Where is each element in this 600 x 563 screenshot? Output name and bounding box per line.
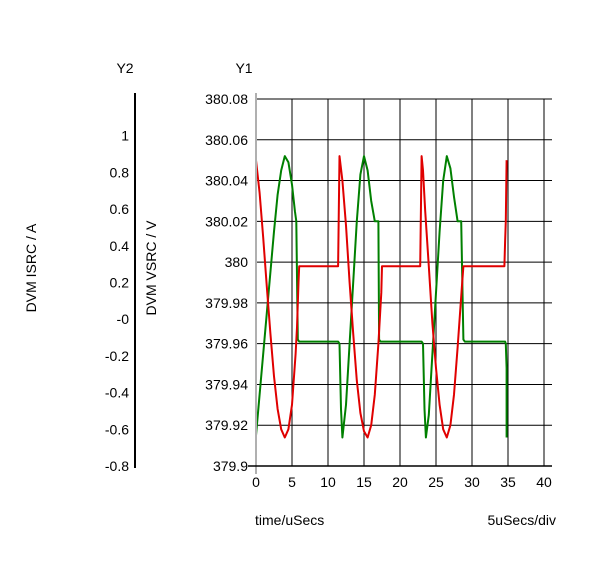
y1-tick-label: 380.04 xyxy=(205,173,248,189)
y2-tick-label: 0.4 xyxy=(110,238,130,254)
y1-tick-label: 379.94 xyxy=(205,376,248,392)
y2-axis-header: Y2 xyxy=(116,60,133,76)
y2-tick-label: -0.2 xyxy=(105,348,129,364)
series-line-1 xyxy=(255,155,508,439)
y2-tick-label: 0.2 xyxy=(110,275,130,291)
y2-tick-label: -0 xyxy=(117,311,130,327)
y1-tick-label: 380.06 xyxy=(205,132,248,148)
x-tick-label: 25 xyxy=(428,474,444,490)
x-tick-label: 10 xyxy=(320,474,336,490)
y2-tick-label: -0.6 xyxy=(105,421,129,437)
x-scale-note: 5uSecs/div xyxy=(488,512,556,528)
y1-tick-label: 379.98 xyxy=(205,295,248,311)
series-layer xyxy=(255,155,508,439)
y1-tick-label: 379.92 xyxy=(205,417,248,433)
y2-axis-label: DVM ISRC / A xyxy=(23,223,39,312)
y1-axis-label: DVM VSRC / V xyxy=(143,220,159,316)
y2-tick-label: 0.6 xyxy=(110,201,130,217)
y2-tick-label: 1 xyxy=(121,128,129,144)
y2-tick-label: 0.8 xyxy=(110,164,130,180)
y2-tick-labels: 1 0.8 0.6 0.4 0.2 -0 -0.2 -0.4 -0.6 -0.8 xyxy=(105,128,129,474)
y2-tick-label: -0.4 xyxy=(105,385,129,401)
x-tick-label: 40 xyxy=(536,474,552,490)
x-tick-label: 35 xyxy=(500,474,516,490)
x-tick-label: 30 xyxy=(464,474,480,490)
y1-tick-label: 380.02 xyxy=(205,213,248,229)
y1-tick-label: 380 xyxy=(225,254,249,270)
y1-axis-header: Y1 xyxy=(235,60,252,76)
x-tick-labels: 0 5 10 15 20 25 30 35 40 xyxy=(252,474,552,490)
x-axis-label: time/uSecs xyxy=(255,512,324,528)
plot-axes xyxy=(134,93,552,474)
x-tick-label: 5 xyxy=(288,474,296,490)
x-tick-label: 0 xyxy=(252,474,260,490)
y1-tick-label: 379.9 xyxy=(213,458,248,474)
x-tick-label: 20 xyxy=(392,474,408,490)
y1-tick-label: 380.08 xyxy=(205,91,248,107)
series-line-2 xyxy=(255,155,508,439)
y1-tick-labels: 380.08 380.06 380.04 380.02 380 379.98 379.96 3… xyxy=(205,91,248,474)
y1-tick-label: 379.96 xyxy=(205,336,248,352)
x-tick-label: 15 xyxy=(356,474,372,490)
y2-tick-label: -0.8 xyxy=(105,458,129,474)
